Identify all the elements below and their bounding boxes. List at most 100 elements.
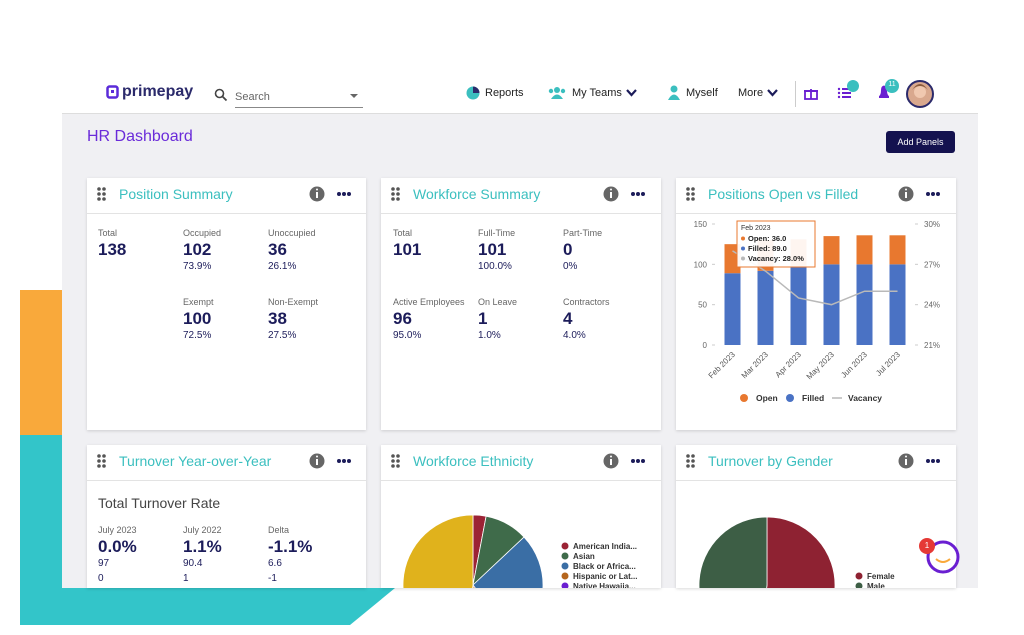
bar-segment [724,273,741,345]
avatar[interactable] [906,80,934,108]
panel-icons [391,453,645,469]
bar-segment [856,235,873,265]
panel-title: Turnover by Gender [708,453,833,469]
legend-swatch [855,572,863,580]
menu-dot [641,192,645,196]
stat-percent: 72.5% [183,330,212,341]
x-tick-label: May 2023 [805,350,837,382]
panel-icons [391,186,645,202]
nav-reports[interactable]: Reports [485,87,524,99]
stat-value: 101 [393,240,422,259]
panel-title: Workforce Ethnicity [413,453,534,469]
nav-my-teams[interactable]: My Teams [572,87,622,99]
stat-value: 4 [563,309,573,328]
info-glyph [610,459,612,465]
stat-label: Part-Time [563,228,603,238]
nav-more[interactable]: More [738,87,764,99]
menu-dot [936,459,940,463]
menu-dot [347,459,351,463]
legend-swatch [561,542,569,550]
drag-dot [396,197,400,201]
bell-icon[interactable] [876,79,902,103]
gift-icon[interactable] [804,86,818,100]
bar-segment [757,270,774,345]
menu-dot[interactable] [636,459,640,463]
turnover-count: 1 [183,573,189,584]
drag-dot [102,187,106,191]
workforce-summary-panel: Workforce Summary Total 101 Full-Time 101 100… [381,178,661,430]
panel-title: Positions Open vs Filled [708,186,859,202]
y-tick-label: 150 [694,220,708,229]
menu-dot [641,459,645,463]
dropdown-caret [350,94,358,98]
chat-button[interactable] [915,535,967,577]
panel-header [676,445,956,481]
drag-dot [391,192,395,196]
turnover-average: 90.4 [183,558,203,569]
tooltip-line: Filled: 89.0 [748,244,787,253]
drag-dot [97,197,101,201]
stat-percent: 100.0% [478,261,512,272]
logo[interactable]: primepay [122,83,194,100]
stat-value: 38 [268,309,287,328]
drag-dot [391,464,395,468]
x-tick-label: Mar 2023 [740,350,771,381]
column-label: Delta [268,525,290,535]
drag-dot [686,464,690,468]
x-tick-label: Jul 2023 [874,350,902,378]
y-tick-label: 100 [694,260,708,269]
menu-dot[interactable] [636,192,640,196]
nav-myself[interactable]: Myself [686,87,718,99]
tooltip [736,220,816,268]
tooltip-line: Vacancy: 28.0% [748,254,804,263]
x-tick-label: Jun 2023 [839,350,869,380]
menu-dot [936,192,940,196]
info-glyph [316,459,318,465]
panel-icons [686,186,940,202]
separator [795,81,796,107]
menu-dot[interactable] [342,192,346,196]
menu-dot[interactable] [931,459,935,463]
orange-block [20,290,62,435]
legend-label: Native Hawaiia... [573,582,636,588]
stat-value: 96 [393,309,412,328]
drag-dot [396,464,400,468]
stat-label: Exempt [183,297,214,307]
menu-dot[interactable] [342,459,346,463]
turnover-rate: 1.1% [183,537,222,556]
page-title: HR Dashboard [87,128,193,145]
pie-slice [698,516,768,588]
stat-value: 0 [563,240,573,259]
stat-value: 101 [478,240,507,259]
stat-percent: 27.5% [268,330,297,341]
tooltip-title: Feb 2023 [741,225,771,232]
drag-dot [391,197,395,201]
drag-dot [102,464,106,468]
drag-dot [97,459,101,463]
legend-label: Asian [573,552,595,561]
turnover-count: 0 [98,573,104,584]
panel-icons [97,453,351,469]
tasks-icon[interactable] [837,79,863,103]
drag-dot [97,454,101,458]
info-glyph [610,188,612,191]
legend-label: Female [867,572,895,581]
add-panels-button[interactable]: Add Panels [886,131,955,153]
panel-icons [686,453,940,469]
menu-dot[interactable] [931,192,935,196]
search-input[interactable]: Search [235,91,270,103]
pie-slice [472,536,544,588]
bar-segment [856,264,873,345]
panel-title: Turnover Year-over-Year [119,453,272,469]
y-tick-label: 0 [703,341,708,350]
stat-label: Occupied [183,228,222,238]
stat-label: Non-Exempt [268,297,319,307]
legend-label: Black or Africa... [573,562,636,571]
search-underline [235,107,363,108]
chevron [626,89,637,97]
tooltip-dot [741,236,745,241]
y2-tick-label: 24% [924,301,940,310]
turnover-rate: 0.0% [98,537,137,556]
